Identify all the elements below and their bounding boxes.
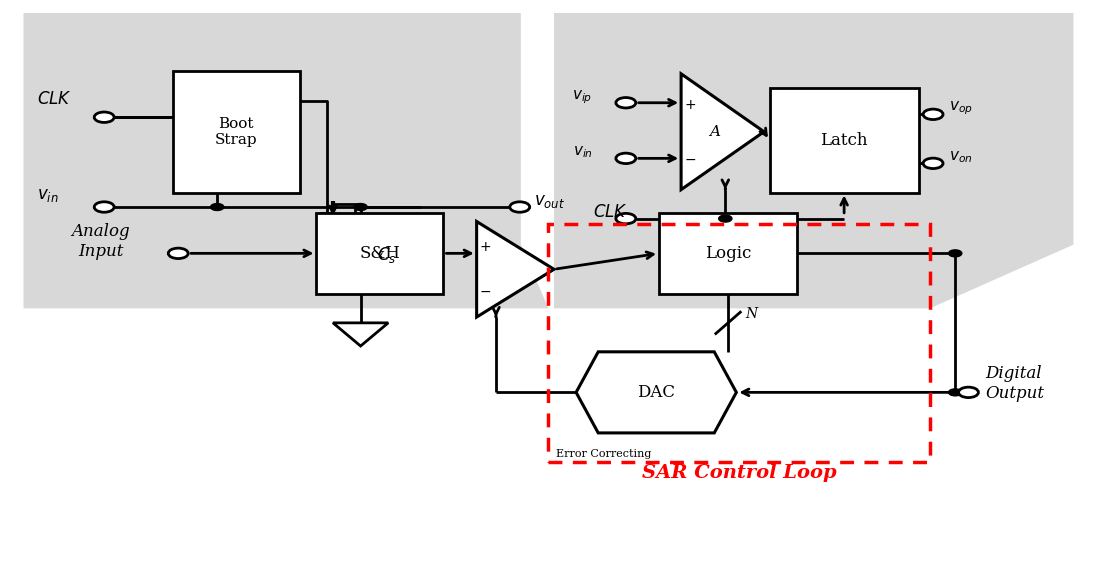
- Text: $v_{op}$: $v_{op}$: [948, 100, 973, 118]
- Polygon shape: [334, 323, 388, 346]
- Text: $CLK$: $CLK$: [37, 91, 72, 108]
- Circle shape: [94, 202, 114, 212]
- FancyBboxPatch shape: [770, 88, 919, 193]
- Text: $-$: $-$: [480, 284, 492, 298]
- Text: $-$: $-$: [684, 151, 696, 165]
- Polygon shape: [576, 352, 737, 433]
- FancyBboxPatch shape: [659, 213, 797, 294]
- Polygon shape: [681, 74, 765, 190]
- Circle shape: [719, 215, 732, 222]
- Polygon shape: [554, 13, 1074, 308]
- Circle shape: [948, 250, 962, 257]
- Text: +: +: [480, 240, 491, 254]
- Text: S&H: S&H: [359, 245, 400, 262]
- Text: Digital
Output: Digital Output: [985, 365, 1044, 402]
- Circle shape: [616, 98, 636, 108]
- Text: Latch: Latch: [820, 132, 868, 149]
- Circle shape: [211, 204, 224, 211]
- Circle shape: [616, 214, 636, 224]
- Circle shape: [510, 202, 530, 212]
- Circle shape: [958, 387, 978, 398]
- Text: N: N: [746, 307, 758, 321]
- Circle shape: [616, 153, 636, 164]
- Text: Logic: Logic: [705, 245, 751, 262]
- Text: $CLK$: $CLK$: [593, 204, 627, 221]
- Text: Analog
Input: Analog Input: [72, 223, 130, 260]
- Text: $v_{in}$: $v_{in}$: [573, 145, 593, 161]
- Circle shape: [948, 389, 962, 396]
- Text: $v_{on}$: $v_{on}$: [948, 150, 972, 165]
- Text: Error Correcting: Error Correcting: [556, 449, 652, 459]
- Text: Boot
Strap: Boot Strap: [215, 116, 257, 147]
- FancyBboxPatch shape: [173, 71, 300, 193]
- FancyBboxPatch shape: [317, 213, 443, 294]
- Text: SAR Control Loop: SAR Control Loop: [643, 464, 837, 482]
- Circle shape: [168, 248, 188, 258]
- Text: DAC: DAC: [637, 384, 675, 401]
- Text: A: A: [709, 125, 720, 139]
- Text: $v_{in}$: $v_{in}$: [37, 187, 59, 204]
- Polygon shape: [476, 222, 554, 317]
- Circle shape: [353, 204, 367, 211]
- Text: $C_s$: $C_s$: [377, 245, 397, 265]
- Circle shape: [923, 158, 943, 169]
- Text: +: +: [684, 98, 696, 112]
- Circle shape: [923, 109, 943, 119]
- Polygon shape: [23, 13, 548, 308]
- Text: $v_{ip}$: $v_{ip}$: [573, 88, 593, 106]
- Circle shape: [94, 112, 114, 122]
- Text: $v_{out}$: $v_{out}$: [534, 193, 565, 210]
